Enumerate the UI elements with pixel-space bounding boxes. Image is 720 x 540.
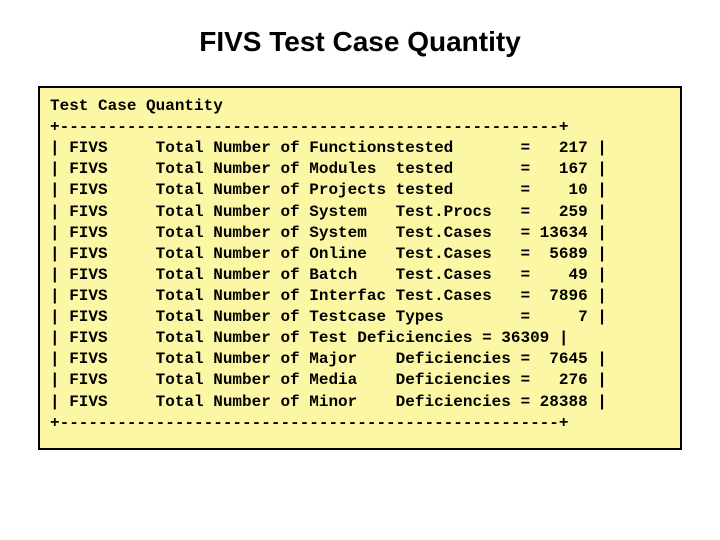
page-title: FIVS Test Case Quantity [0,26,720,58]
report-box: Test Case Quantity +--------------------… [38,86,682,450]
slide: FIVS Test Case Quantity Test Case Quanti… [0,0,720,540]
report-text: Test Case Quantity +--------------------… [50,96,670,434]
